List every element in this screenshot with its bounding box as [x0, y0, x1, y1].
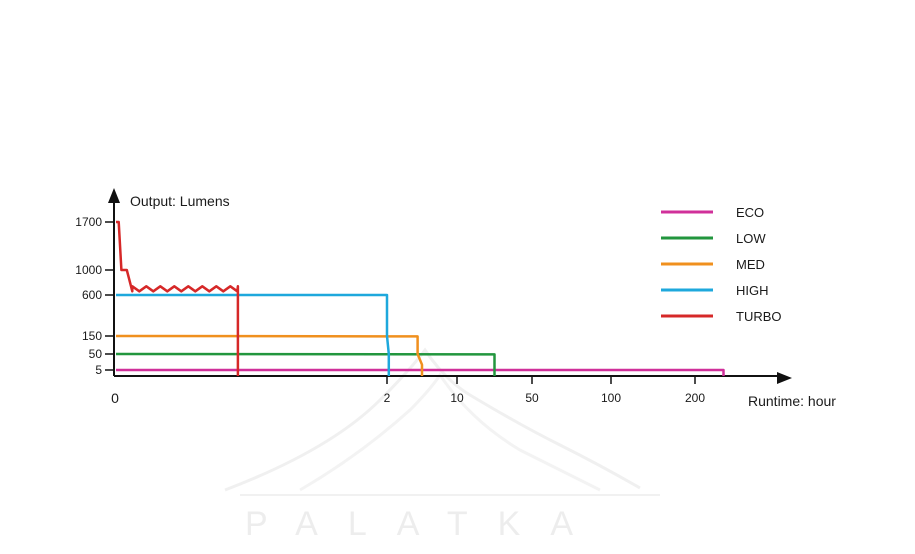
series-line-med: [115, 334, 424, 376]
x-tick-label: 10: [450, 391, 464, 405]
watermark-text: PALATKA: [245, 505, 603, 543]
y-tick-label: 1700: [75, 215, 102, 229]
x-tick-label: 2: [384, 391, 391, 405]
x-tick-label: 50: [525, 391, 539, 405]
x-axis-title: Runtime: hour: [748, 393, 836, 409]
x-axis-arrow: [777, 372, 792, 384]
x-tick-label: 200: [685, 391, 705, 405]
legend-label-eco: ECO: [736, 205, 764, 220]
y-tick-group: 1700 1000 600 150 50 5: [75, 215, 114, 377]
y-tick-label: 5: [95, 363, 102, 377]
y-axis-arrow: [108, 188, 120, 203]
x-tick-label: 0: [111, 390, 119, 406]
y-tick-label: 600: [82, 288, 102, 302]
y-tick-label: 1000: [75, 263, 102, 277]
series-layer: [115, 220, 725, 376]
series-line-high: [116, 293, 391, 376]
legend: ECO LOW MED HIGH TURBO: [661, 205, 782, 324]
series-line-low: [115, 352, 496, 376]
series-line-eco: [116, 368, 725, 376]
x-tick-group: 0 2 10 50 100 200: [111, 376, 705, 406]
watermark-logo: PALATKA: [224, 347, 660, 543]
legend-label-low: LOW: [736, 231, 766, 246]
legend-label-high: HIGH: [736, 283, 769, 298]
y-tick-label: 150: [82, 329, 102, 343]
legend-label-med: MED: [736, 257, 765, 272]
series-line-turbo: [116, 220, 240, 376]
y-axis-title: Output: Lumens: [130, 193, 230, 209]
y-tick-label: 50: [89, 347, 103, 361]
legend-label-turbo: TURBO: [736, 309, 782, 324]
x-tick-label: 100: [601, 391, 621, 405]
